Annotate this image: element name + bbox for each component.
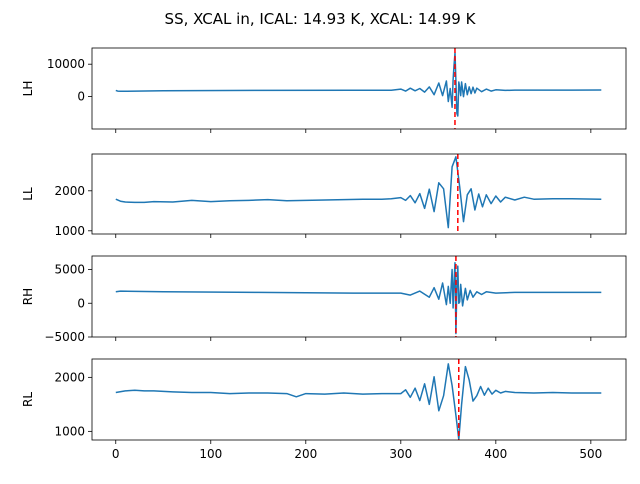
subplot-rl: 1000 2000 0 100 200 300 400 500 RL — [21, 358, 627, 461]
subplot-lh: 0 10000 LH — [21, 47, 627, 133]
figure-title: SS, XCAL in, ICAL: 14.93 K, XCAL: 14.99 … — [165, 10, 477, 28]
series-line — [115, 363, 602, 440]
y-tick-label: 1000 — [54, 424, 85, 438]
y-tick-label: 5000 — [54, 263, 85, 277]
y-tick-label: 1000 — [54, 224, 85, 238]
x-tick-label: 200 — [294, 447, 317, 461]
y-tick-label: 0 — [77, 296, 85, 310]
series-line — [115, 262, 602, 335]
x-tick-label: 300 — [389, 447, 412, 461]
y-axis-label: RH — [21, 288, 35, 305]
y-tick-label: 0 — [77, 90, 85, 104]
y-tick-label: 2000 — [54, 370, 85, 384]
y-axis-label: LH — [21, 81, 35, 97]
y-tick-label: 10000 — [47, 57, 85, 71]
x-tick-label: 400 — [484, 447, 507, 461]
x-tick-label: 0 — [112, 447, 120, 461]
x-tick-label: 500 — [579, 447, 602, 461]
y-axis-label: RL — [21, 392, 35, 407]
axes-frame — [91, 255, 627, 338]
y-axis-label: LL — [21, 187, 35, 201]
axes-frame — [91, 153, 627, 235]
axes-frame — [91, 47, 627, 130]
series-line — [115, 156, 602, 229]
x-tick-label: 100 — [199, 447, 222, 461]
subplot-ll: 1000 2000 LL — [21, 153, 627, 238]
y-tick-label: −5000 — [44, 330, 85, 344]
y-tick-label: 2000 — [54, 184, 85, 198]
subplot-rh: −5000 0 5000 RH — [21, 255, 627, 344]
axes-frame — [91, 358, 627, 441]
series-line — [115, 52, 602, 117]
